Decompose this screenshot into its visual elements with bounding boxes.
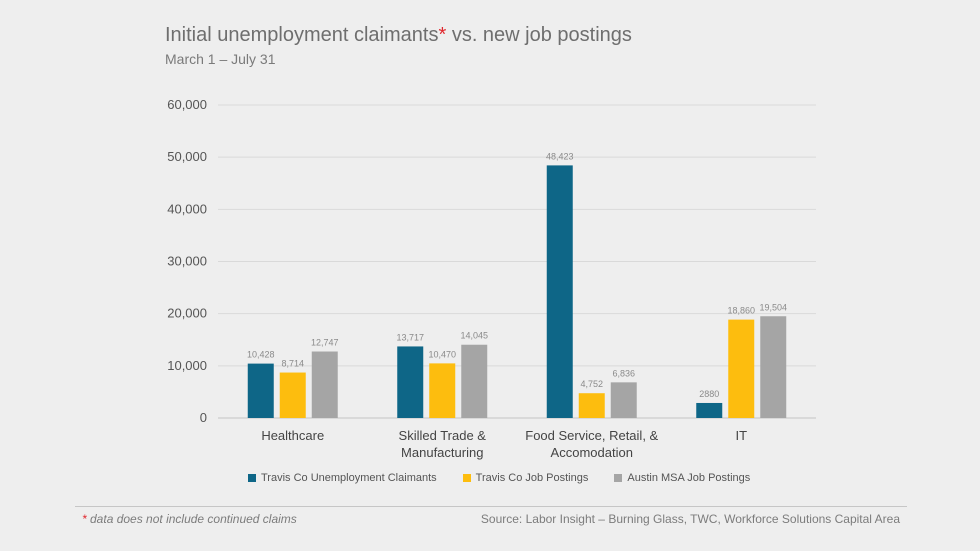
x-tick-label: Food Service, Retail, & <box>525 428 658 443</box>
legend-swatch-claimants <box>248 474 256 482</box>
bar <box>546 165 573 418</box>
legend-swatch-travis-postings <box>462 474 471 482</box>
y-tick-label: 20,000 <box>167 306 207 321</box>
legend-item-austin-postings: Austin MSA Job Postings <box>614 472 750 484</box>
bar <box>397 346 424 418</box>
title-asterisk: * <box>438 24 447 46</box>
source-note: Source: Labor Insight – Burning Glass, T… <box>480 512 900 526</box>
bar <box>578 393 605 418</box>
data-label: 10,428 <box>247 350 275 360</box>
x-tick-label: Skilled Trade & <box>399 428 487 443</box>
legend-label-austin-postings: Austin MSA Job Postings <box>627 472 751 484</box>
bar <box>247 363 274 418</box>
bar <box>429 363 456 418</box>
footnote-asterisk: * <box>82 512 87 526</box>
bar <box>610 382 637 418</box>
bar <box>279 372 306 418</box>
bar <box>311 351 338 418</box>
y-tick-label: 60,000 <box>167 97 207 112</box>
legend-label-travis-postings: Travis Co Job Postings <box>475 472 589 484</box>
legend-item-claimants: Travis Co Unemployment Claimants <box>248 472 437 484</box>
chart-subtitle: March 1 – July 31 <box>165 51 276 67</box>
title-rest: vs. new job postings <box>446 24 632 46</box>
footnote: * data does not include continued claims <box>82 512 297 526</box>
legend-item-travis-postings: Travis Co Job Postings <box>462 472 589 484</box>
x-tick-label: Healthcare <box>261 428 324 443</box>
data-label: 19,504 <box>759 302 787 312</box>
data-label: 18,860 <box>727 306 755 316</box>
bar <box>728 319 755 418</box>
data-label: 8,714 <box>281 359 304 369</box>
y-tick-label: 0 <box>200 410 207 425</box>
data-label: 2880 <box>699 389 719 399</box>
y-tick-label: 10,000 <box>167 358 207 373</box>
footer-divider <box>75 506 907 507</box>
y-tick-label: 30,000 <box>167 254 207 269</box>
data-label: 48,423 <box>546 151 574 161</box>
data-label: 10,470 <box>428 349 456 359</box>
title-main: Initial unemployment claimants <box>165 24 439 46</box>
data-label: 14,045 <box>460 331 488 341</box>
bar <box>696 402 723 418</box>
x-tick-label: Accomodation <box>551 445 633 460</box>
y-tick-label: 40,000 <box>167 201 207 216</box>
data-label: 13,717 <box>396 332 424 342</box>
legend-label-claimants: Travis Co Unemployment Claimants <box>261 472 437 484</box>
bar <box>760 316 787 418</box>
bar <box>461 344 488 418</box>
data-label: 4,752 <box>580 379 603 389</box>
legend-swatch-austin-postings <box>614 474 623 482</box>
footnote-text: data does not include continued claims <box>86 512 297 526</box>
chart-legend: Travis Co Unemployment Claimants Travis … <box>248 472 750 484</box>
data-label: 6,836 <box>612 368 635 378</box>
data-label: 12,747 <box>311 338 339 348</box>
x-tick-label: IT <box>735 428 747 443</box>
y-tick-label: 50,000 <box>167 149 207 164</box>
chart-title: Initial unemployment claimants* vs. new … <box>165 24 632 47</box>
x-tick-label: Manufacturing <box>401 445 483 460</box>
chart-header: Initial unemployment claimants* vs. new … <box>165 24 632 67</box>
